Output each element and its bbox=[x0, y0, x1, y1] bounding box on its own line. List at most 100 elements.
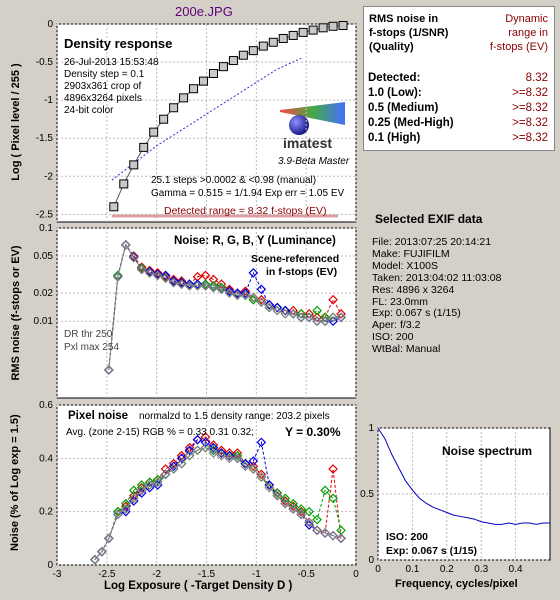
pixel-point bbox=[264, 482, 275, 493]
exif-line: File: 2013:07:25 20:14:21 bbox=[372, 236, 492, 248]
noise-point bbox=[168, 276, 179, 286]
x-tick-label: 0 bbox=[375, 564, 381, 575]
y-tick-label: 0 bbox=[47, 560, 53, 571]
density-point bbox=[159, 114, 169, 124]
pixel-point bbox=[192, 445, 203, 456]
noise-point bbox=[200, 280, 211, 291]
noise-point bbox=[256, 294, 267, 305]
noise-point bbox=[136, 263, 147, 274]
y-tick-label: 0.6 bbox=[39, 400, 53, 411]
x-tick-label: -1 bbox=[252, 569, 261, 580]
pixel-point bbox=[288, 504, 299, 514]
x-tick-label: -1.5 bbox=[198, 569, 216, 580]
pixel-point bbox=[256, 437, 267, 448]
pixel-point bbox=[288, 498, 299, 509]
dr-row-value: >=8.32 bbox=[512, 102, 548, 114]
noise-point bbox=[192, 279, 203, 289]
density-point bbox=[268, 37, 278, 47]
noise-point bbox=[128, 252, 139, 263]
y-tick-label: 0.02 bbox=[34, 288, 54, 299]
pixel-point bbox=[176, 458, 187, 469]
dr-row: 1.0 (Low): >=8.32 bbox=[368, 87, 550, 101]
noise-point bbox=[168, 277, 179, 288]
pixel-point bbox=[224, 453, 235, 464]
pixel-point bbox=[216, 448, 227, 458]
pixel-point bbox=[184, 445, 195, 456]
density-title: Density response bbox=[64, 36, 173, 51]
pixel-noise-xlabel: Log Exposure ( -Target Density D ) bbox=[104, 580, 293, 592]
noise-point bbox=[288, 305, 299, 316]
noise-point bbox=[144, 268, 155, 278]
pixel-point bbox=[136, 485, 147, 496]
noise-point bbox=[224, 288, 235, 298]
dr-row: 0.5 (Medium) >=8.32 bbox=[368, 102, 550, 116]
pixel-point bbox=[232, 453, 243, 464]
pixel-point bbox=[90, 554, 100, 565]
noise-point bbox=[216, 284, 227, 295]
pixel-point bbox=[200, 432, 211, 442]
noise-point bbox=[184, 279, 195, 289]
density-info-1: Density step = 0.1 bbox=[64, 69, 145, 80]
pixel-point bbox=[296, 504, 307, 514]
pixel-point bbox=[216, 450, 227, 461]
fit-line bbox=[111, 57, 302, 181]
density-stats-1: Gamma = 0.515 = 1/1.94 Exp err = 1.05 EV bbox=[151, 188, 345, 199]
noise-point bbox=[224, 286, 235, 297]
dynamic-range-table: RMS noise in f-stops (1/SNR) (Quality) D… bbox=[363, 6, 555, 151]
exif-line: Exp: 0.067 s (1/15) bbox=[372, 307, 461, 320]
noise-title: Noise: R, G, B, Y (Luminance) bbox=[174, 235, 336, 247]
noise-point bbox=[296, 312, 307, 323]
pixel-point bbox=[312, 525, 322, 536]
pixel-point bbox=[256, 472, 267, 482]
y-tick-label: 0.2 bbox=[39, 507, 53, 518]
noise-point bbox=[120, 239, 131, 250]
noise-point bbox=[288, 308, 299, 319]
noise-point bbox=[216, 282, 227, 293]
exif-line: FL: 23.0mm bbox=[372, 295, 429, 308]
detected-range: Detected range = 8.32 f-stops (EV) bbox=[164, 205, 327, 217]
noise-note-0: Scene-referenced bbox=[251, 253, 340, 265]
y-tick-label: 0 bbox=[47, 19, 53, 30]
x-tick-label: 0.4 bbox=[509, 564, 523, 575]
noise-point bbox=[208, 282, 219, 293]
pixel-point bbox=[248, 461, 259, 472]
noise-point bbox=[272, 302, 283, 313]
dr-row: 0.1 (High) >=8.32 bbox=[368, 132, 550, 146]
noise-point bbox=[208, 280, 219, 291]
noise-point bbox=[336, 312, 346, 323]
dr-header-left-0: RMS noise in bbox=[369, 13, 439, 25]
pixel-point bbox=[208, 448, 219, 458]
density-point bbox=[169, 103, 179, 113]
pixel-point bbox=[224, 448, 235, 458]
pixel-point bbox=[240, 461, 251, 472]
noise-point bbox=[176, 279, 187, 289]
exif-line: ISO: 200 bbox=[372, 331, 414, 344]
pixel-point bbox=[232, 448, 243, 458]
noise-point bbox=[184, 280, 195, 291]
pixel-series-Y bbox=[94, 447, 342, 560]
spectrum-title: Noise spectrum bbox=[442, 444, 533, 458]
noise-point bbox=[256, 297, 267, 308]
density-point bbox=[238, 50, 248, 60]
x-tick-label: -0.5 bbox=[298, 569, 316, 580]
pixel-point bbox=[144, 480, 155, 490]
pixel-point bbox=[296, 509, 307, 520]
noise-note-1: in f-stops (EV) bbox=[266, 266, 338, 278]
density-point bbox=[129, 160, 139, 170]
noise-point bbox=[144, 266, 155, 277]
noise-point bbox=[160, 273, 171, 283]
dr-row-value: >=8.32 bbox=[512, 117, 548, 129]
density-point bbox=[119, 179, 129, 189]
spectrum-line bbox=[377, 427, 550, 525]
pixel-point bbox=[176, 453, 187, 464]
pixel-point bbox=[112, 509, 123, 520]
exif-line: Taken: 2013:04:02 11:03:08 bbox=[372, 271, 502, 284]
pixel-point bbox=[304, 517, 315, 528]
density-info-0: 26-Jul-2013 15:53:48 bbox=[64, 57, 159, 68]
density-point bbox=[199, 76, 209, 86]
noise-point bbox=[328, 312, 338, 323]
spectrum-iso: ISO: 200 bbox=[386, 531, 429, 543]
exif-line: Model: X100S bbox=[372, 259, 438, 272]
density-info-3: 4896x3264 pixels bbox=[64, 93, 142, 104]
dr-header-left-1: f-stops (1/SNR) bbox=[369, 27, 449, 39]
